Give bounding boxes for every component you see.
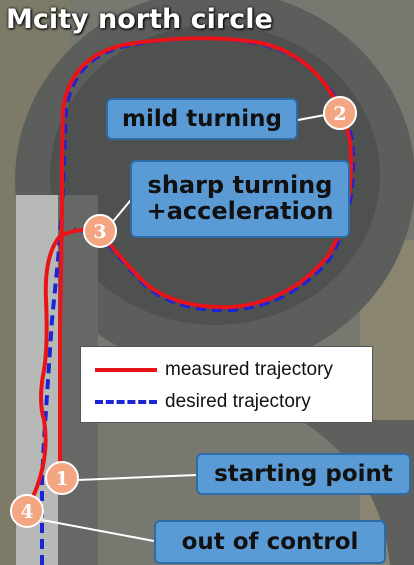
diagram-title: Mcity north circle <box>6 4 273 35</box>
legend-label-desired: desired trajectory <box>165 391 311 412</box>
legend: measured trajectory desired trajectory <box>80 346 373 423</box>
callout-mild-turning: mild turning <box>106 98 298 140</box>
callout-sharp-line2: +acceleration <box>146 197 334 226</box>
callout-out-of-control: out of control <box>154 520 386 564</box>
legend-label-measured: measured trajectory <box>165 359 333 380</box>
measured-trajectory <box>24 36 354 510</box>
legend-item-desired: desired trajectory <box>95 391 311 413</box>
legend-item-measured: measured trajectory <box>95 359 333 381</box>
marker-4-label: 4 <box>20 501 33 523</box>
marker-2: 2 <box>323 96 357 130</box>
marker-1-label: 1 <box>55 468 68 490</box>
legend-swatch-measured <box>95 368 157 372</box>
marker-3: 3 <box>83 214 117 248</box>
legend-swatch-desired <box>95 400 157 404</box>
connector-2 <box>297 114 326 121</box>
callout-starting-point: starting point <box>196 453 411 495</box>
marker-1: 1 <box>45 461 79 495</box>
callout-sharp-turning: sharp turning +acceleration <box>130 160 350 238</box>
callout-start-text: starting point <box>214 461 393 487</box>
marker-2-label: 2 <box>333 103 346 125</box>
callout-out-text: out of control <box>181 529 359 555</box>
connector-1 <box>77 474 197 481</box>
marker-3-label: 3 <box>93 221 106 243</box>
marker-4: 4 <box>10 494 44 528</box>
callout-sharp-line1: sharp turning <box>147 171 333 199</box>
callout-mild-text: mild turning <box>121 106 282 132</box>
connector-4 <box>41 519 155 542</box>
